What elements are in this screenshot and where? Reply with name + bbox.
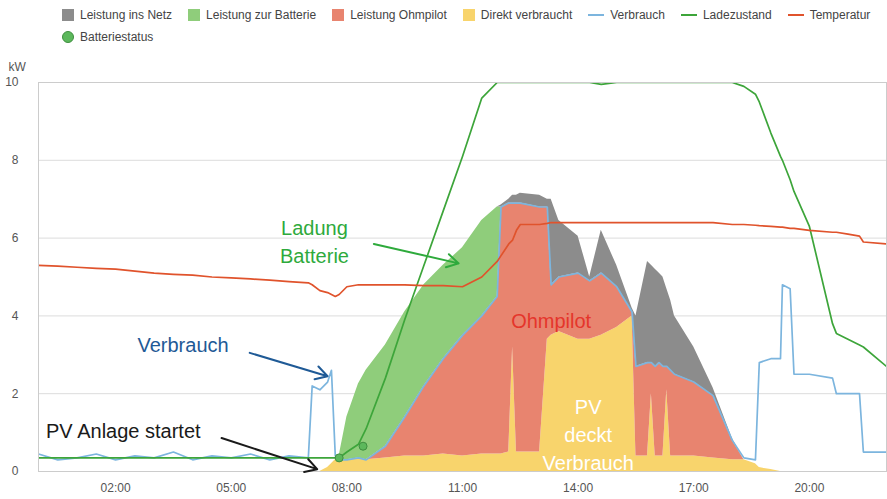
html-text:Temperatur: Temperatur: [809, 8, 871, 22]
html-text:Leistung Ohmpilot: Leistung Ohmpilot: [350, 8, 447, 22]
html-text:Batteriestatus: Batteriestatus: [80, 30, 154, 44]
svg-text:17:00: 17:00: [679, 481, 709, 495]
html-text:Direkt verbraucht: Direkt verbraucht: [480, 8, 573, 22]
svg-text:05:00: 05:00: [216, 481, 246, 495]
svg-text:6: 6: [12, 231, 19, 245]
svg-text:PV Anlage startet: PV Anlage startet: [46, 420, 201, 442]
svg-text:kW: kW: [9, 60, 27, 74]
html-text:Leistung ins Netz: Leistung ins Netz: [80, 8, 173, 22]
svg-text:08:00: 08:00: [332, 481, 362, 495]
svg-text:0: 0: [12, 464, 19, 478]
svg-text:02:00: 02:00: [101, 481, 131, 495]
svg-text:14:00: 14:00: [563, 481, 593, 495]
html-text:Ladezustand: Ladezustand: [702, 8, 772, 22]
svg-text:Ohmpilot: Ohmpilot: [511, 310, 591, 332]
svg-text:4: 4: [12, 309, 19, 323]
svg-text:LadungBatterie: LadungBatterie: [280, 217, 349, 267]
svg-text:2: 2: [12, 387, 19, 401]
html-text:Leistung zur Batterie: Leistung zur Batterie: [206, 8, 317, 22]
svg-text:20:00: 20:00: [794, 481, 824, 495]
svg-text:8: 8: [12, 153, 19, 167]
svg-text:11:00: 11:00: [448, 481, 477, 495]
svg-text:Verbrauch: Verbrauch: [137, 334, 228, 356]
html-text:Verbrauch: Verbrauch: [610, 8, 665, 22]
svg-text:PVdecktVerbrauch: PVdecktVerbrauch: [543, 396, 634, 474]
svg-text:10: 10: [5, 75, 19, 89]
